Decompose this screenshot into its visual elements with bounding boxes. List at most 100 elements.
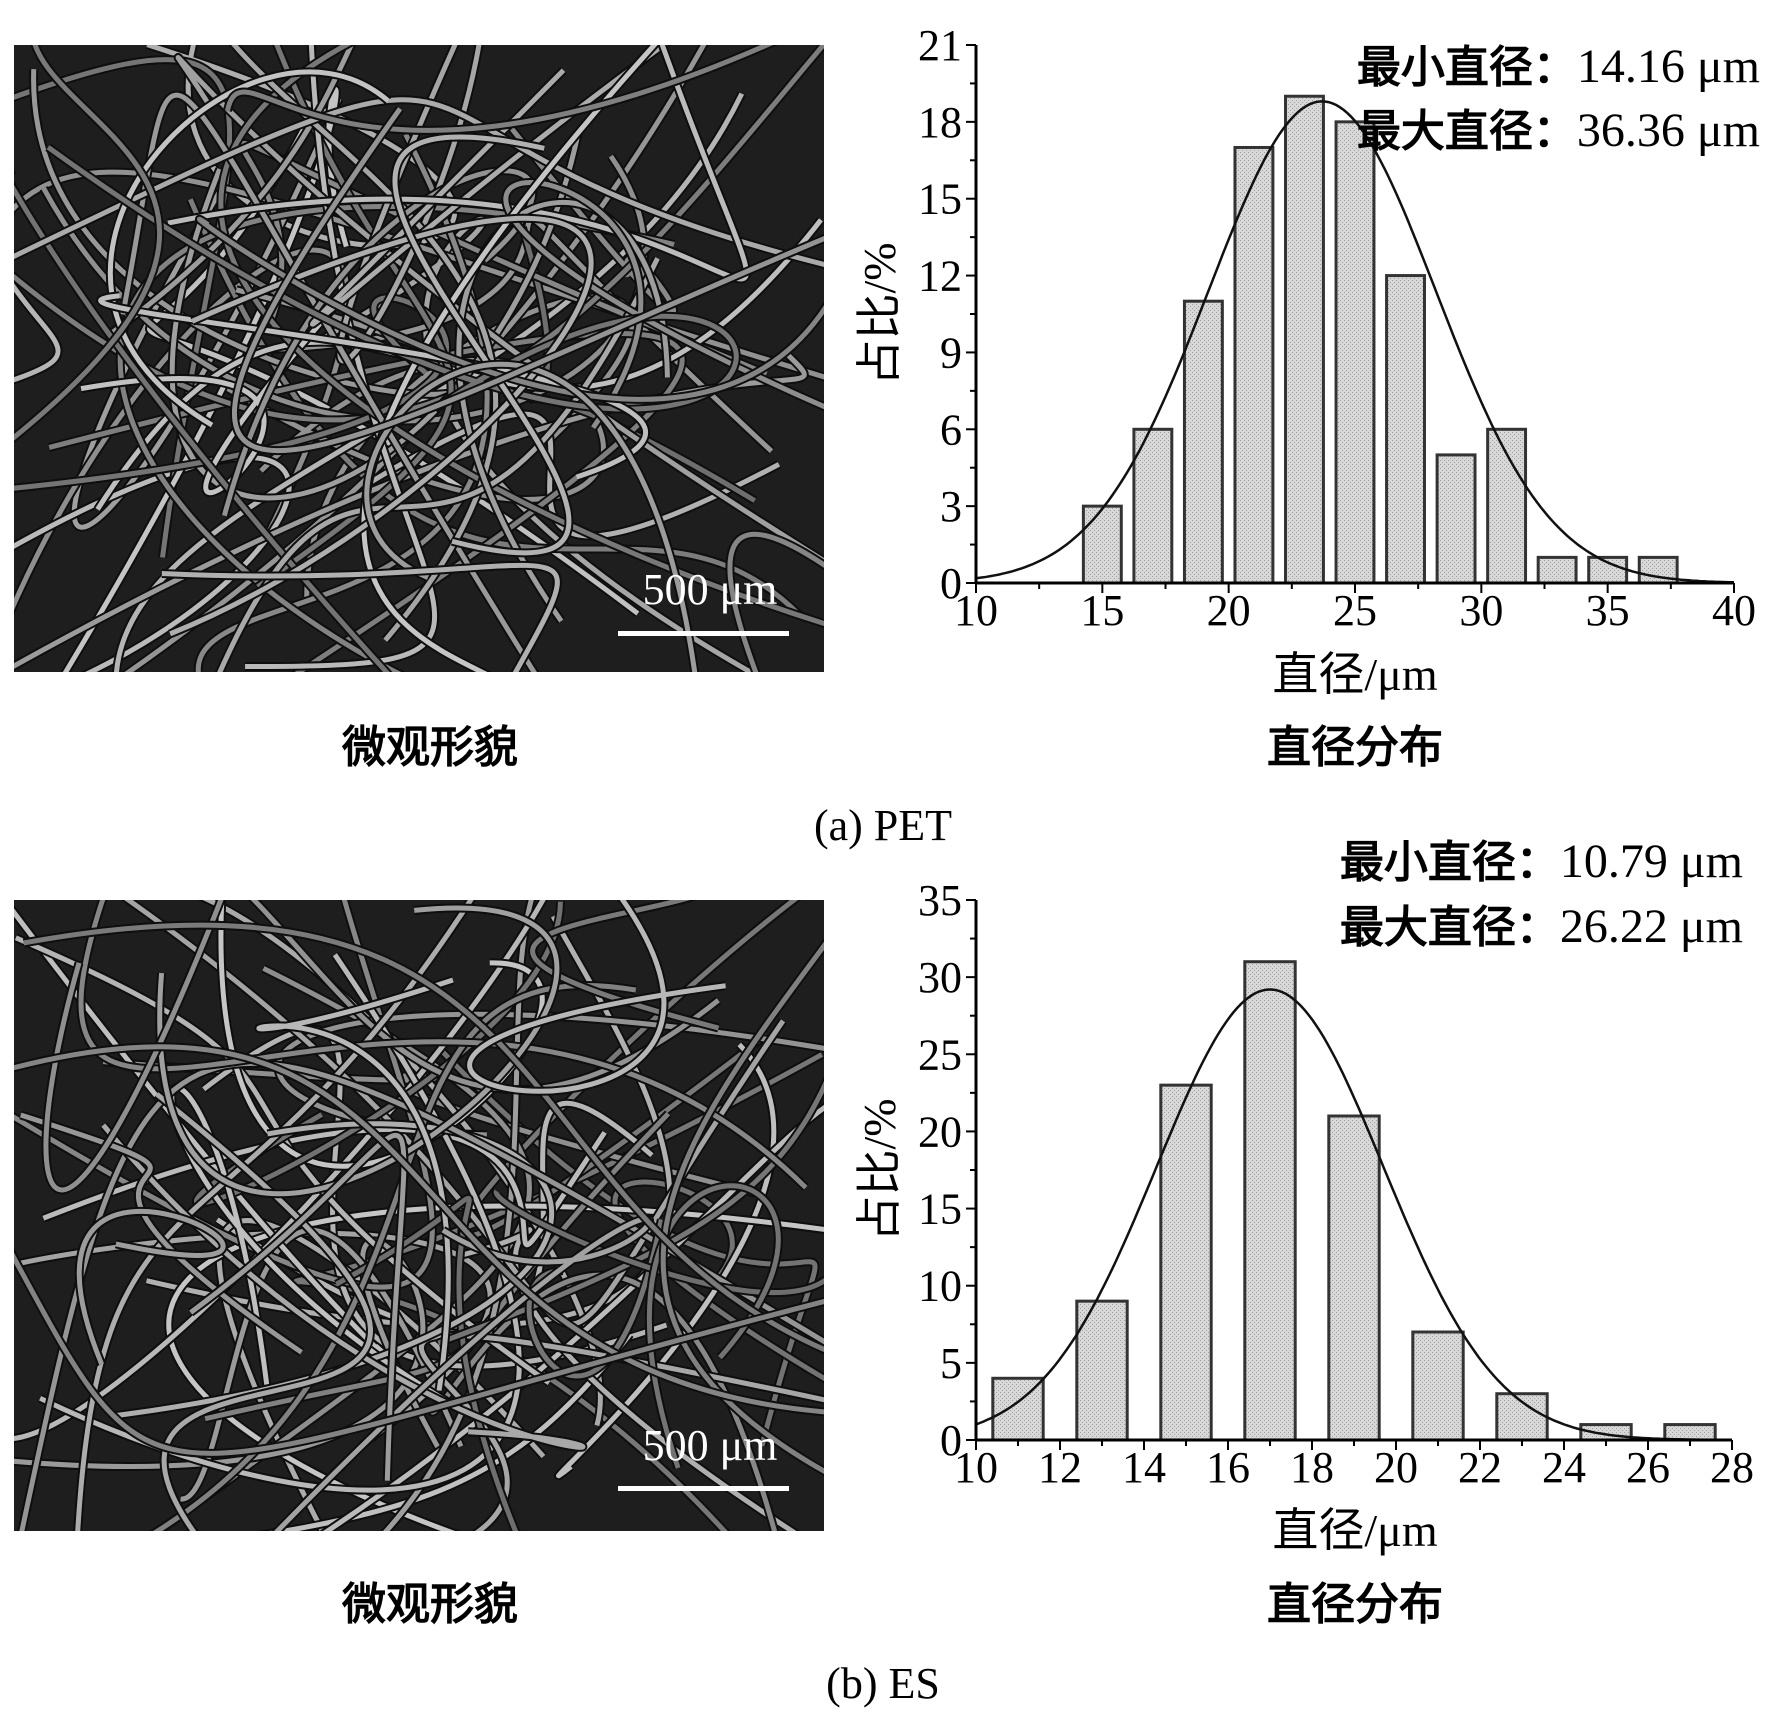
y-tick-label: 0 (940, 1416, 962, 1465)
y-tick-label: 0 (940, 559, 962, 608)
fiber (107, 45, 354, 338)
y-tick-label: 21 (918, 21, 962, 70)
fiber (108, 69, 390, 428)
scale-bar (618, 631, 789, 636)
fiber (98, 293, 649, 480)
sub-caption-b: (b) ES (826, 1659, 940, 1708)
fiber (612, 1179, 824, 1382)
fiber (382, 900, 534, 1531)
histogram-bar (1081, 504, 1123, 585)
scale-bar-label: 500 μm (643, 565, 778, 614)
sem-image-pet: 500 μm (14, 45, 824, 672)
fiber (78, 900, 808, 1190)
y-axis-title: 占比/% (854, 1098, 905, 1241)
fiber (231, 45, 499, 642)
fiber (364, 361, 698, 672)
fiber (23, 922, 824, 1352)
fiber (169, 131, 581, 501)
fiber (14, 45, 162, 441)
fiber (169, 215, 594, 637)
fiber (14, 1252, 824, 1456)
fiber (167, 45, 749, 282)
fiber (392, 134, 572, 556)
histogram-bar (1411, 1330, 1465, 1442)
sem-caption: 微观形貌 (341, 1579, 518, 1630)
fiber (530, 900, 720, 1031)
histogram-bar (1536, 555, 1578, 585)
panel-a: 500 μm 微观形貌 10 15 20 25 30 35 40 0 3 6 9 12 15 18 21 直… (14, 21, 1760, 850)
y-tick-label: 30 (918, 953, 962, 1002)
y-tick-label: 35 (918, 876, 962, 925)
sub-caption-a: (a) PET (814, 801, 952, 850)
fiber (161, 562, 560, 672)
histogram-bar (1075, 1299, 1129, 1442)
fiber (256, 977, 454, 1391)
fiber (503, 180, 824, 430)
chart-caption: 直径分布 (1267, 1579, 1443, 1630)
fiber (646, 1183, 781, 1469)
x-tick-label: 28 (1710, 1443, 1754, 1492)
x-tick-label: 16 (1206, 1443, 1250, 1492)
histogram-bar (1334, 120, 1376, 585)
y-tick-label: 18 (918, 98, 962, 147)
fiber (14, 283, 61, 383)
panel-b: 500 μm 微观形貌 10 12 14 16 18 20 22 24 26 28 0 5 10 15 20… (14, 835, 1754, 1708)
fiber (494, 1188, 824, 1295)
y-tick-label: 15 (918, 1185, 962, 1234)
fiber (42, 1126, 607, 1248)
x-tick-label: 15 (1080, 586, 1124, 635)
x-tick-label: 35 (1586, 586, 1630, 635)
y-tick-label: 25 (918, 1030, 962, 1079)
y-tick-label: 3 (940, 482, 962, 531)
fiber (224, 45, 773, 133)
x-tick-label: 24 (1542, 1443, 1586, 1492)
histogram-bar (1233, 145, 1275, 585)
x-tick-label: 40 (1712, 586, 1756, 635)
fiber (14, 900, 435, 1290)
min-diameter-annotation: 最小直径：14.16 μm (1357, 40, 1760, 93)
fiber (14, 169, 824, 380)
x-tick-label: 22 (1458, 1443, 1502, 1492)
x-tick-label: 18 (1290, 1443, 1334, 1492)
y-tick-label: 15 (918, 175, 962, 224)
histogram-bar (1663, 1423, 1717, 1442)
fiber (157, 905, 560, 1197)
x-tick-label: 25 (1333, 586, 1377, 635)
x-tick-label: 14 (1122, 1443, 1166, 1492)
max-diameter-annotation: 最大直径：26.22 μm (1340, 900, 1743, 953)
sem-image-es: 500 μm (14, 900, 824, 1531)
fiber (269, 1332, 632, 1531)
fiber (437, 1080, 824, 1346)
histogram-bar (1159, 1083, 1213, 1442)
histogram-bar (1327, 1114, 1381, 1442)
y-tick-label: 20 (918, 1107, 962, 1156)
fiber (727, 531, 824, 672)
fiber (152, 982, 637, 1531)
chart-caption: 直径分布 (1267, 722, 1443, 773)
fiber (14, 97, 824, 267)
histogram-bar (1243, 960, 1297, 1442)
gaussian-fit-curve (975, 988, 1732, 1442)
y-tick-label: 5 (940, 1339, 962, 1388)
scale-bar (618, 1486, 789, 1491)
x-tick-label: 26 (1626, 1443, 1670, 1492)
histogram-bar (1435, 453, 1477, 585)
y-tick-label: 12 (918, 252, 962, 301)
x-axis-title: 直径/μm (1272, 1505, 1437, 1556)
x-tick-label: 12 (1038, 1443, 1082, 1492)
y-tick-label: 9 (940, 328, 962, 377)
fiber (14, 1044, 824, 1415)
histogram-bar (1182, 299, 1224, 585)
fiber (231, 107, 824, 454)
x-axis-title: 直径/μm (1272, 649, 1437, 700)
fiber (155, 1092, 373, 1531)
fiber (43, 900, 224, 1193)
y-tick-label: 6 (940, 405, 962, 454)
histogram-bar (1132, 427, 1174, 585)
histogram-bar (1284, 94, 1325, 585)
sem-caption: 微观形貌 (341, 722, 518, 773)
fiber (19, 1112, 303, 1355)
fiber (189, 1133, 407, 1481)
gaussian-fit-curve (975, 100, 1735, 584)
